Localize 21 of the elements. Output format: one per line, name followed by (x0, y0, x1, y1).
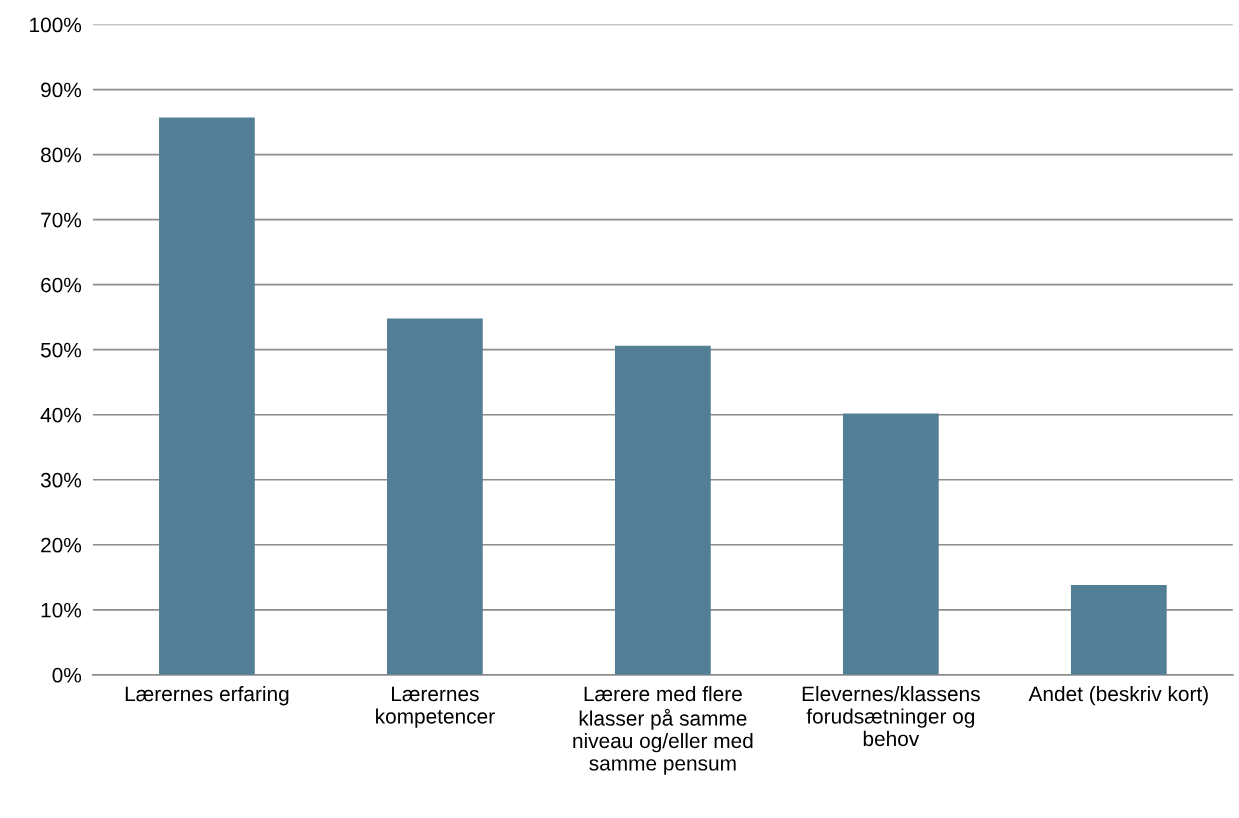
y-tick-label: 80% (41, 147, 82, 163)
bar (159, 117, 255, 675)
y-tick-label: 90% (41, 82, 82, 98)
x-tick-label: Andet (beskriv kort) (1028, 685, 1208, 706)
y-tick-label: 60% (41, 277, 82, 293)
y-tick-label: 70% (41, 212, 82, 228)
bar (1070, 585, 1167, 675)
y-tick-label: 30% (40, 472, 82, 488)
bar (614, 345, 711, 675)
y-tick-label: 40% (40, 407, 82, 423)
x-tick-label: Lærere med flere klasser på samme niveau og/eller med samme pensum (573, 685, 753, 775)
bar (842, 413, 939, 675)
x-tick-label: Lærernes kompetencer (376, 686, 495, 728)
x-tick-label: Lærernes erfaring (125, 685, 289, 706)
y-tick-label: 100% (30, 17, 82, 33)
bar (387, 318, 483, 675)
y-tick-label: 0% (52, 667, 82, 683)
y-tick-label: 50% (40, 342, 82, 358)
y-tick-label: 20% (41, 537, 82, 553)
x-tick-label: Elevernes/klassens forudsætninger og behov (802, 685, 980, 747)
y-tick-label: 10% (41, 602, 82, 618)
